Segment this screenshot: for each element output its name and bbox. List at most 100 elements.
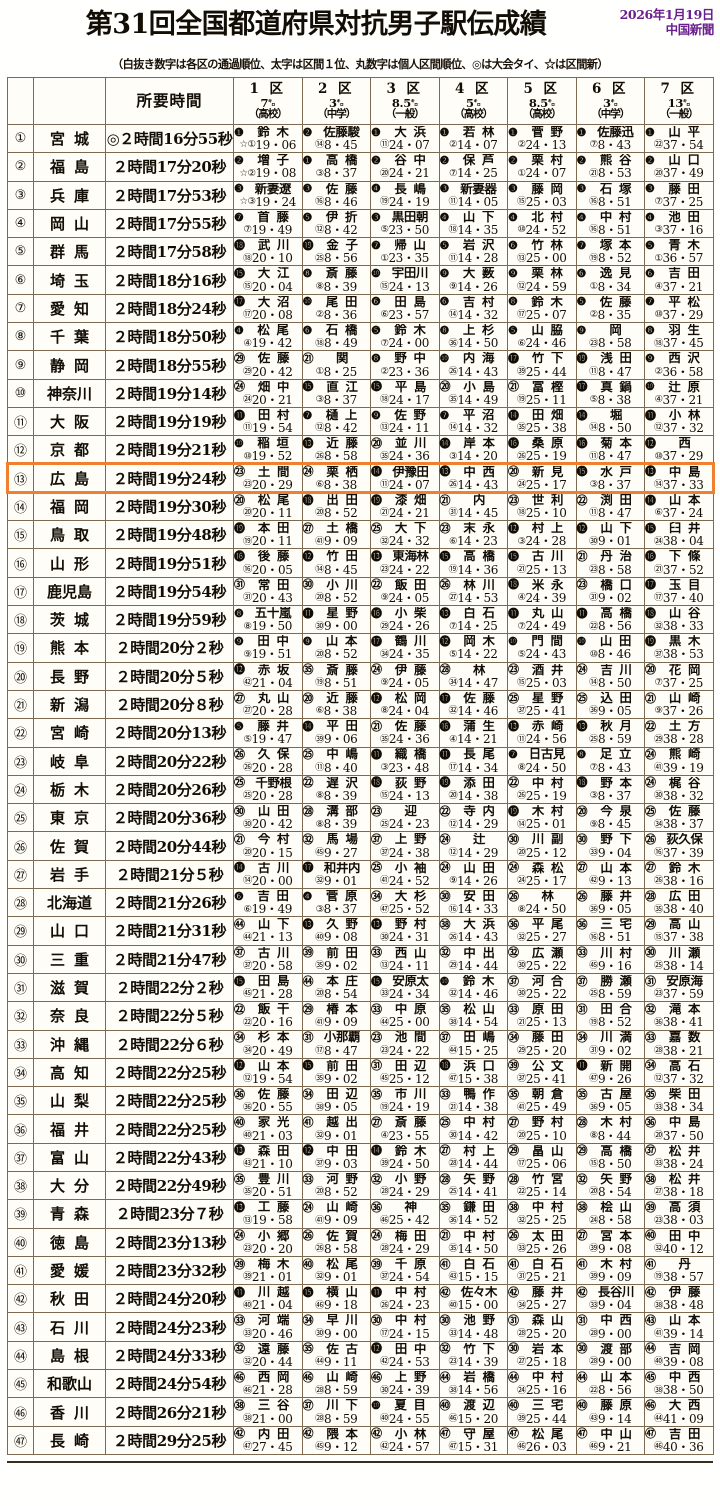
leg-pass-rank: ㉒ [508,776,519,790]
leg-individual-rank: ⑭ [315,563,325,575]
leg-pass-rank: ⓫ [576,606,588,620]
table-row[interactable]: ② 福島 ２時間17分20秒 ❷ 増子 ☆② 19・08 ❶ 高橋 ③ 8・37 ❷ 谷中 ⑳ 24・21 ❷… [7,152,714,182]
leg-time: 25・41 [525,1071,567,1086]
leg-result: ⑱ 37・45 [645,337,713,350]
leg-time: 24・07 [525,166,566,181]
leg-time: 14・56 [457,1383,498,1398]
leg-time: 37・32 [662,1071,704,1086]
leg-time: 14・44 [457,1156,498,1171]
leg-result: ㉟ 14・50 [440,1242,508,1255]
runner-name: 辻 [472,833,486,846]
table-row[interactable]: ⑥ 埼玉 ２時間18分16秒 ⓯ 大江 ⑮ 20・04 ❽ 斎藤 ⑧ 8・39 ❿ 宇田川 ⑮ 24・13 ❾… [7,265,714,295]
runner-name: 田島 [257,974,290,988]
leg-result: ㊵ 9・08 [303,931,371,944]
leg-time: 9・09 [324,1015,358,1030]
leg-result: ⑭ 20・00 [234,874,302,887]
leg-time: 14・50 [457,336,498,351]
leg-result: ⑧ 24・50 [508,903,576,916]
leg-pass-rank: ㉖ [645,833,656,847]
leg-cell: ⑳ 今泉 ⑨ 8・45 [575,803,645,833]
leg-individual-rank: ② [589,309,598,321]
table-row[interactable]: ⑦ 愛知 ２時間18分24秒 ⓱ 大沼 ⑰ 20・08 ❿ 尾田 ② 8・36 ❻ 田島 ⑥ 23・57 ❻ 吉… [7,293,714,324]
overall-rank: ② [7,152,34,182]
leg-time: 20・42 [251,817,293,832]
leg-cell: ⓮ 古川 ⑭ 20・00 [233,859,303,890]
runner-name: 本庄 [326,974,358,988]
leg-individual-rank: ㉚ [315,1327,325,1339]
leg-individual-rank: ㉙ [448,960,458,972]
table-row[interactable]: ⑪ 大阪 ２時間19分19秒 ⓫ 田村 ⑪ 19・54 ❼ 樋上 ⑫ 8・42 ❾ 佐野 ⑬ 24・11 ❼ 平… [7,406,714,437]
runner-name: 田村 [257,408,290,422]
leg-individual-rank: ㊻ [243,1384,252,1396]
leg-time: 25・00 [525,251,567,266]
table-row[interactable]: ③ 兵庫 ２時間17分53秒 ❸ 新妻遼 ☆③ 19・24 ❸ 佐藤 ⑯ 8・46 ❹ 長嶋 ⑲ 24・19… [7,180,714,210]
leg-cell: ❾ 山本 ⑳ 8・52 [301,633,371,663]
leg-individual-rank: ⑥ [517,337,526,349]
prefecture-name: 秋田 [33,1284,106,1314]
leg-individual-rank: ㊻ [589,1441,599,1453]
leg-pass-rank: ㉒ [371,578,382,592]
runner-name: 辻原 [668,380,700,394]
runner-name: 吉田 [668,1427,701,1440]
table-row[interactable]: ① 宮城 ◎２時間16分55秒 ❶ 鈴木 ☆① 19・06 ❷ 佐藤駿 ⑭ 8・45 ❶ 大浜 ⑪ 24・0… [7,123,714,154]
leg-individual-rank: ㉝ [589,846,599,858]
leg-pass-rank: ㉟ [645,1087,656,1101]
leg-pass-rank: ㉝ [576,946,588,960]
leg-pass-rank: ㉒ [234,1002,245,1016]
table-row[interactable]: ⑧ 千葉 ２時間18分50秒 ❹ 松尾 ④ 19・42 ❻ 石橋 ⑱ 8・49 ❺ 鈴木 ⑦ 24・00 ❽ 上… [7,322,714,352]
total-time: ２時間23分７秒 [105,1199,234,1229]
leg-time: 20・04 [251,279,293,294]
leg-pass-rank: ㊷ [645,1285,656,1299]
table-row[interactable]: ④ 岡山 ２時間17分55秒 ❼ 首藤 ⑦ 19・49 ❺ 伊折 ⑫ 8・42 ❸ 黒田朝 ⑤ 23・50 ❹… [7,208,714,239]
runner-name: 山平 [668,125,700,139]
